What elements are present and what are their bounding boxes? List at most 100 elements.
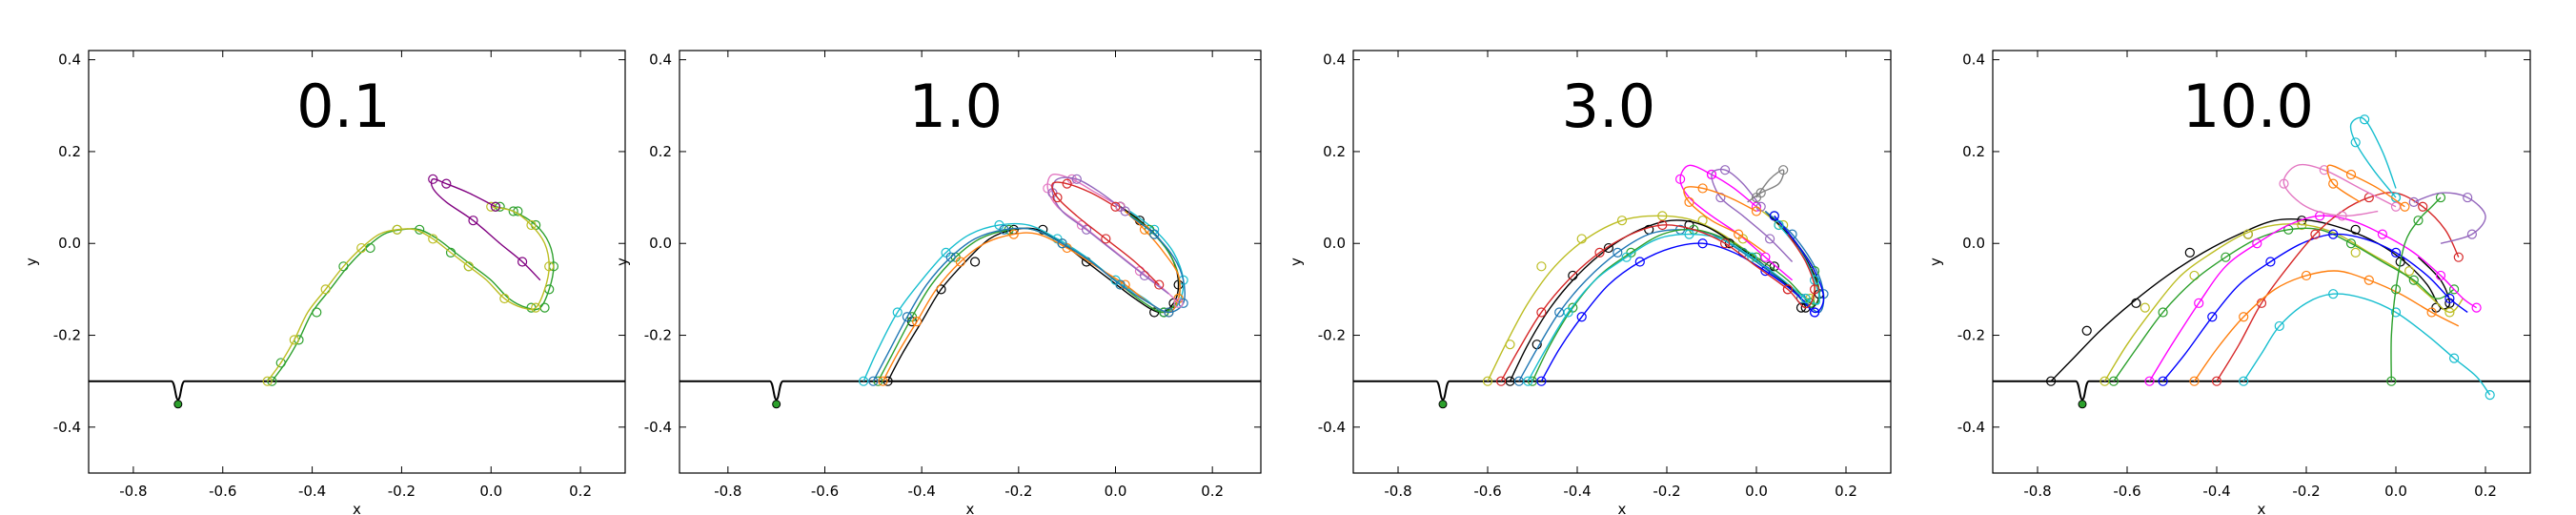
x-tick-label: -0.4 <box>1563 483 1591 500</box>
trajectory-line <box>2390 196 2442 381</box>
trajectory-line <box>2148 215 2477 382</box>
trajectory-point <box>2413 216 2424 226</box>
chart-title: 10.0 <box>2182 72 2314 141</box>
trajectory-point <box>878 376 888 386</box>
trajectory-point <box>1657 211 1668 221</box>
trajectory-point <box>911 316 923 327</box>
trajectory-line <box>1527 224 1820 382</box>
trajectory-line <box>2413 192 2486 244</box>
ground-line <box>1993 380 2530 401</box>
x-tick-label: 0.0 <box>479 483 502 500</box>
trajectory-line <box>882 211 1181 382</box>
trajectory-point <box>1613 247 1623 258</box>
trajectory-point <box>2328 178 2339 189</box>
trajectory-point <box>1164 307 1174 318</box>
trajectory-line <box>1711 168 1794 262</box>
trajectory-point <box>1149 307 1160 318</box>
trajectory-point <box>1173 298 1184 308</box>
trajectory-point <box>945 252 956 262</box>
trajectory-point <box>2395 257 2405 267</box>
x-tick-label: -0.8 <box>2023 483 2051 500</box>
y-tick-label: 0.0 <box>649 235 672 252</box>
trajectory-point <box>517 257 528 267</box>
y-axis-label: y <box>23 258 40 266</box>
trajectory-point <box>1154 279 1165 290</box>
trajectory-line <box>2326 164 2405 208</box>
trajectory-point <box>1568 270 1578 281</box>
trajectory-point <box>1674 174 1686 184</box>
trajectory-line <box>1683 186 1766 254</box>
trajectory-point <box>2463 192 2473 203</box>
trajectory-point <box>1755 188 1766 198</box>
trajectory-point <box>2390 247 2402 258</box>
plot-area <box>1993 114 2530 409</box>
y-tick-label: -0.2 <box>1318 327 1346 344</box>
trajectory-point <box>859 376 869 386</box>
trajectory-line <box>2113 227 2455 382</box>
trajectory-point <box>2350 247 2361 258</box>
trajectory-point <box>2350 224 2361 235</box>
trajectory-point <box>1536 261 1547 272</box>
trajectory-point <box>999 224 1009 235</box>
trajectory-point <box>2390 284 2402 295</box>
x-tick-label: -0.2 <box>388 483 416 500</box>
ground-line <box>89 380 625 401</box>
trajectory-point <box>1178 298 1188 308</box>
goal-marker <box>173 400 183 409</box>
trajectory-point <box>1616 216 1628 226</box>
x-tick-label: -0.4 <box>908 483 936 500</box>
goal-marker <box>2078 400 2087 409</box>
y-axis-label: y <box>1288 258 1305 266</box>
x-tick-label: 0.2 <box>2474 483 2497 500</box>
trajectory-point <box>2345 169 2357 180</box>
trajectory-point <box>2140 302 2150 313</box>
ground-line <box>1353 380 1891 401</box>
x-tick-label: 0.2 <box>1835 483 1857 500</box>
trajectory-point <box>2158 376 2168 386</box>
trajectory-point <box>526 219 537 231</box>
trajectory-point <box>1774 219 1784 231</box>
y-tick-label: -0.2 <box>1957 327 1985 344</box>
y-tick-label: 0.0 <box>58 235 81 252</box>
trajectory-line <box>1046 173 1180 304</box>
y-tick-label: 0.2 <box>58 143 81 160</box>
x-tick-label: 0.0 <box>1745 483 1768 500</box>
trajectory-point <box>2328 229 2339 239</box>
plot-area <box>679 173 1261 409</box>
trajectory-point <box>1057 238 1067 249</box>
trajectory-point <box>2131 298 2141 308</box>
trajectory-point <box>2274 320 2284 332</box>
trajectory-point <box>2319 165 2329 175</box>
x-tick-label: -0.8 <box>1384 483 1411 500</box>
trajectory-point <box>1052 192 1063 203</box>
trajectory-point <box>1634 257 1645 267</box>
trajectory-point <box>2242 229 2253 239</box>
trajectory-point <box>2408 196 2419 208</box>
trajectory-point <box>1760 252 1771 262</box>
trajectory-point <box>1684 196 1694 208</box>
y-axis-label: y <box>1927 258 1944 266</box>
trajectory-point <box>2386 376 2397 386</box>
x-tick-label: -0.6 <box>1473 483 1501 500</box>
trajectory-point <box>2426 307 2437 318</box>
y-tick-label: -0.4 <box>53 419 81 436</box>
y-tick-label: 0.0 <box>1323 235 1346 252</box>
x-tick-label: 0.2 <box>569 483 592 500</box>
y-tick-label: 0.4 <box>649 52 672 69</box>
x-tick-label: -0.8 <box>119 483 147 500</box>
trajectory-point <box>275 358 286 368</box>
trajectory-point <box>2449 284 2460 295</box>
trajectory-point <box>2350 137 2361 148</box>
trajectory-point <box>2408 275 2419 285</box>
trajectory-point <box>320 284 331 295</box>
trajectory-point <box>428 174 438 184</box>
trajectory-point <box>445 247 456 258</box>
chart-title: 0.1 <box>296 72 391 141</box>
y-axis-label: y <box>614 258 631 266</box>
trajectory-point <box>2337 211 2347 221</box>
trajectory-point <box>2328 289 2339 299</box>
trajectory-point <box>1697 183 1708 194</box>
x-tick-label: -0.4 <box>2202 483 2230 500</box>
trajectory-point <box>1734 229 1744 239</box>
trajectory-point <box>1495 376 1507 386</box>
